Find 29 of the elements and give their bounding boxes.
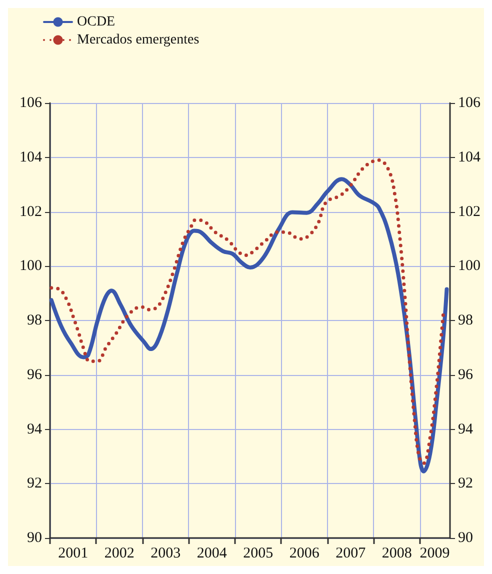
y-tick-label: 94 xyxy=(27,421,42,438)
y2-tick-label: 102 xyxy=(458,204,480,220)
x-tick-label: 2008 xyxy=(382,546,412,562)
y2-tick-label: 92 xyxy=(458,476,473,492)
y-tick-label: 106 xyxy=(20,95,42,111)
y-tick-label: 98 xyxy=(27,312,42,328)
y2-tick-label: 94 xyxy=(458,421,474,438)
y2-tick-label: 98 xyxy=(458,312,473,328)
y-tick-label: 96 xyxy=(27,366,42,383)
x-tick-label: 2002 xyxy=(104,546,134,562)
y-tick-label: 92 xyxy=(27,476,42,492)
y2-tick-label: 100 xyxy=(458,258,480,274)
y2-tick-label: 96 xyxy=(458,366,474,383)
x-tick-label: 2001 xyxy=(58,546,88,562)
legend-label: Mercados emergentes xyxy=(77,32,200,48)
x-tick-label: 2006 xyxy=(289,546,320,562)
x-tick-label: 2009 xyxy=(420,546,450,562)
y2-tick-label: 106 xyxy=(458,95,481,111)
y-tick-label: 104 xyxy=(20,149,42,166)
x-tick-label: 2007 xyxy=(336,546,366,562)
y-tick-label: 90 xyxy=(27,530,42,546)
x-tick-label: 2004 xyxy=(196,546,228,562)
legend-label: OCDE xyxy=(77,14,116,30)
x-tick-label: 2003 xyxy=(150,546,181,562)
y2-tick-label: 104 xyxy=(458,149,481,166)
y-tick-label: 102 xyxy=(20,204,42,220)
y-tick-label: 100 xyxy=(20,258,42,274)
x-tick-label: 2005 xyxy=(243,546,274,562)
y2-tick-label: 90 xyxy=(458,530,473,546)
